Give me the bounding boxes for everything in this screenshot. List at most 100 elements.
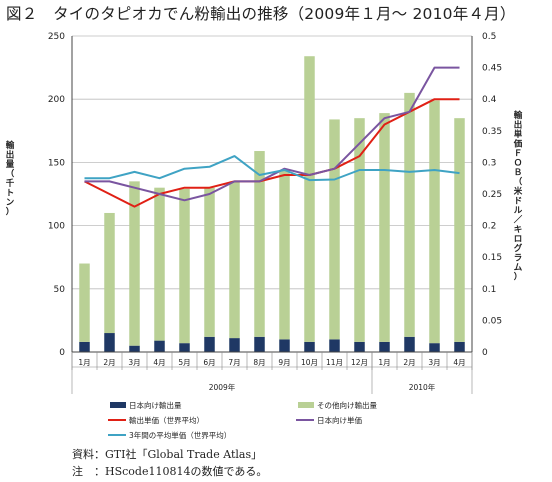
bar-other xyxy=(229,181,240,339)
bar-japan xyxy=(229,338,240,352)
axis-title-char: Ｏ xyxy=(514,158,523,169)
y-right-tick-label: 0.25 xyxy=(482,190,502,200)
bar-japan xyxy=(104,333,115,352)
y-right-tick-label: 0.5 xyxy=(482,32,496,42)
chart-title: 図２ タイのタピオカでん粉輸出の推移（2009年１月～ 2010年４月） xyxy=(6,5,516,23)
line-japan-price xyxy=(84,66,460,202)
bar-japan xyxy=(179,343,190,352)
axis-title-char: ト xyxy=(6,189,15,199)
bar-japan xyxy=(204,336,215,352)
x-tick-label: 8月 xyxy=(253,358,265,367)
bars-layer xyxy=(79,56,465,352)
axis-title-char: 単 xyxy=(514,129,523,140)
line-three-year-avg xyxy=(84,155,460,182)
legend-label: 日本向け輸出量 xyxy=(129,400,182,410)
axis-title-char: 出 xyxy=(6,150,15,161)
y-left-tick-label: 0 xyxy=(59,348,65,358)
bar-other xyxy=(304,56,315,342)
bar-japan xyxy=(254,336,265,352)
year-label: 2010年 xyxy=(409,382,436,392)
x-tick-label: 4月 xyxy=(153,358,165,367)
axis-title-char: （ xyxy=(514,177,523,188)
y-right-tick-label: 0.35 xyxy=(482,127,502,137)
axis-title-char: ロ xyxy=(514,235,523,245)
x-tick-label: 1月 xyxy=(378,358,390,367)
axis-title-char: グ xyxy=(514,243,523,254)
bar-japan xyxy=(304,341,315,352)
axis-title-char: ／ xyxy=(514,215,523,226)
y-left-tick-label: 250 xyxy=(48,32,65,42)
bar-other xyxy=(179,188,190,344)
y-right-tick-label: 0.05 xyxy=(482,316,502,326)
y-left-tick-label: 50 xyxy=(54,285,66,295)
axis-title-char: 出 xyxy=(514,120,523,131)
y-left-tick-label: 100 xyxy=(48,222,65,232)
bar-other xyxy=(279,169,290,340)
bar-japan xyxy=(454,341,465,352)
y-right-tick-label: 0 xyxy=(482,348,488,358)
y-left-axis-title: 輸出量（千トン） xyxy=(6,140,15,218)
line-export-price xyxy=(84,98,460,208)
bar-other xyxy=(204,187,215,337)
x-tick-label: 2月 xyxy=(403,358,415,367)
x-tick-label: 3月 xyxy=(128,358,140,367)
bar-japan xyxy=(329,339,340,352)
axis-title-char: （ xyxy=(6,169,15,180)
bar-other xyxy=(429,100,440,344)
axis-title-char: ン xyxy=(6,198,15,208)
y-right-tick-label: 0.4 xyxy=(482,95,497,105)
footnote: 注 ：HScode110814の数値である。 xyxy=(72,465,268,478)
axis-title-char: ） xyxy=(6,207,15,218)
bar-other xyxy=(354,118,365,342)
bar-japan xyxy=(429,343,440,352)
x-tick-label: 5月 xyxy=(178,358,190,367)
axis-title-char: Ｂ xyxy=(514,167,523,178)
axis-title-char: 輸 xyxy=(514,110,523,121)
y-right-tick-label: 0.1 xyxy=(482,285,496,295)
legend-label: その他向け輸出量 xyxy=(317,400,377,410)
y-left-tick-label: 150 xyxy=(48,158,65,168)
bar-other xyxy=(454,118,465,342)
legend-swatch xyxy=(298,402,314,408)
y-right-tick-label: 0.15 xyxy=(482,253,502,263)
year-label: 2009年 xyxy=(209,382,236,392)
axis-title-char: 米 xyxy=(514,186,523,197)
x-tick-label: 9月 xyxy=(278,358,290,367)
source-note: 資料：GTI社「Global Trade Atlas」 xyxy=(72,448,263,461)
axis-title-char: ム xyxy=(514,263,523,273)
bar-other xyxy=(154,187,165,341)
axis-title-char: Ｆ xyxy=(514,148,523,159)
x-tick-label: 7月 xyxy=(228,358,240,367)
bar-japan xyxy=(354,341,365,352)
bar-other xyxy=(104,212,115,334)
axis-title-char: 千 xyxy=(6,178,15,189)
axis-title-char: キ xyxy=(514,225,523,235)
x-tick-label: 10月 xyxy=(301,358,318,367)
x-tick-label: 12月 xyxy=(351,358,368,367)
y-right-tick-label: 0.45 xyxy=(482,64,502,74)
y-right-tick-label: 0.3 xyxy=(482,158,496,168)
bar-japan xyxy=(379,341,390,352)
legend-label: 日本向け単価 xyxy=(317,415,362,425)
bar-other xyxy=(129,181,140,346)
x-tick-label: 11月 xyxy=(326,358,343,367)
axis-title-char: ） xyxy=(514,272,523,283)
lines-layer xyxy=(84,66,460,208)
x-tick-label: 3月 xyxy=(428,358,440,367)
x-tick-label: 1月 xyxy=(78,358,90,367)
axis-title-char: 量 xyxy=(6,159,15,170)
bar-japan xyxy=(79,341,90,352)
x-tick-label: 4月 xyxy=(453,358,465,367)
bar-other xyxy=(254,151,265,337)
bar-other xyxy=(79,263,90,342)
axis-title-char: ラ xyxy=(514,254,523,264)
bar-other xyxy=(329,119,340,340)
x-tick-label: 2月 xyxy=(103,358,115,367)
axis-title-char: 価 xyxy=(513,139,523,150)
legend-label: 輸出単価（世界平均） xyxy=(129,415,204,425)
y-right-tick-label: 0.2 xyxy=(482,222,496,232)
axis-title-char: ル xyxy=(514,206,523,216)
x-tick-label: 6月 xyxy=(203,358,215,367)
